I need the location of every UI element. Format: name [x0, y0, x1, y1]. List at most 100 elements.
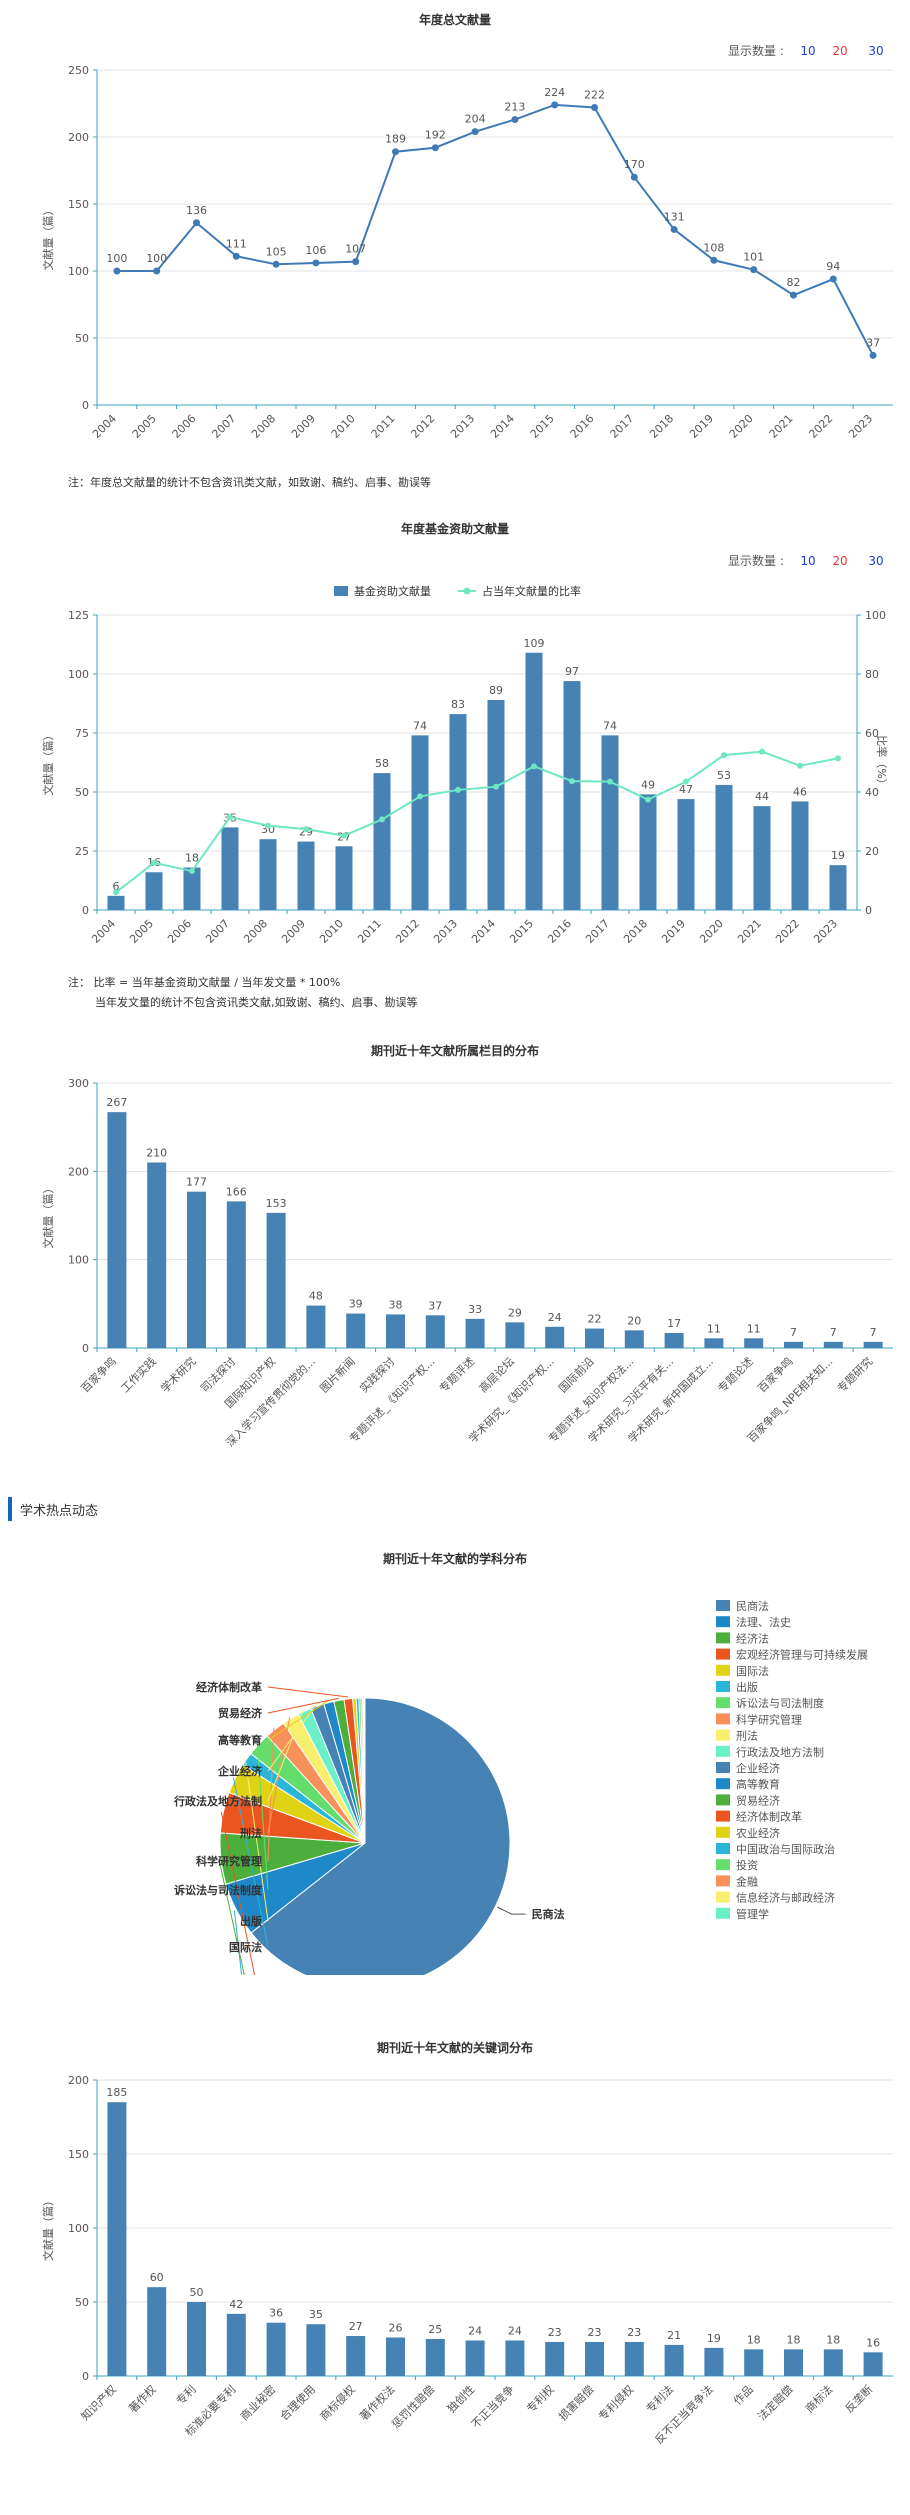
subject-dist-legend-label[interactable]: 出版 — [736, 1680, 758, 1694]
annual-total-display-count-label: 显示数量 : — [728, 43, 784, 58]
annual-total-series-line — [116, 103, 874, 356]
column-dist-bar-label: 29 — [508, 1306, 522, 1319]
funded-y-label: 文献量（篇） — [41, 730, 55, 796]
funded-bar — [525, 652, 543, 910]
funded-x-tick-label: 2005 — [127, 917, 156, 946]
funded-x-tick-label: 2011 — [355, 917, 384, 946]
annual-total-point — [113, 267, 121, 275]
subject-dist-legend-swatch — [716, 1713, 730, 1725]
keyword-dist-bar — [187, 2302, 206, 2376]
annual-total-x-tick-label: 2007 — [209, 412, 238, 441]
funded-display-count-30[interactable]: 30 — [868, 554, 883, 568]
subject-dist-slice-label: 科学研究管理 — [196, 1854, 262, 1868]
keyword-dist-x-tick-label: 不正当竞争 — [468, 2382, 517, 2431]
subject-dist-legend-label[interactable]: 民商法 — [736, 1599, 769, 1613]
column-dist-x-tick-label: 百家争鸣 — [755, 1354, 796, 1395]
subject-dist-legend-label[interactable]: 信息经济与邮政经济 — [736, 1891, 835, 1905]
annual-total-display-count-20[interactable]: 20 — [832, 44, 847, 58]
funded-y2-tick-label: 100 — [865, 609, 886, 622]
column-dist-bar-label: 22 — [588, 1313, 602, 1326]
annual-total-y-tick-label: 150 — [68, 198, 89, 211]
annual-total-point — [790, 291, 797, 299]
keyword-dist-bar — [863, 2352, 883, 2376]
column-dist-x-tick-label: 工作实践 — [118, 1354, 159, 1395]
funded-x-tick-label: 2012 — [393, 917, 422, 946]
keyword-dist-bar — [505, 2340, 525, 2376]
subject-dist-legend-label[interactable]: 企业经济 — [736, 1761, 780, 1775]
funded-bar — [639, 794, 657, 910]
funded-x-tick-label: 2018 — [621, 917, 650, 946]
funded-ratio-point — [379, 816, 385, 823]
subject-dist-legend-label[interactable]: 农业经济 — [736, 1826, 780, 1840]
annual-total-x-tick-label: 2018 — [647, 412, 676, 441]
keyword-dist-bar — [585, 2341, 604, 2376]
annual-total-x-tick-label: 2019 — [687, 412, 716, 441]
funded-ratio-point — [759, 748, 765, 755]
funded-papers-note-line1: 注： 比率 = 当年基金资助文献量 / 当年发文量 * 100% — [68, 976, 341, 989]
annual-total-data-label: 107 — [345, 243, 366, 256]
column-dist-bar-label: 48 — [309, 1290, 323, 1303]
annual-total-x-tick-label: 2016 — [568, 412, 597, 441]
funded-bar — [829, 865, 847, 910]
keyword-dist-x-tick-label: 法定赔偿 — [755, 2382, 796, 2423]
funded-display-count-10[interactable]: 10 — [800, 554, 815, 568]
subject-dist-legend-label[interactable]: 管理学 — [736, 1907, 769, 1921]
subject-dist-legend-label[interactable]: 贸易经济 — [736, 1793, 780, 1807]
keyword-dist-bar-label: 50 — [190, 2286, 204, 2299]
funded-y2-tick-label: 0 — [865, 904, 872, 917]
keyword-dist-bar — [425, 2339, 445, 2376]
subject-dist-legend-swatch — [716, 1664, 730, 1676]
annual-total-data-label: 101 — [743, 251, 764, 264]
column-dist-bar — [545, 1326, 565, 1348]
annual-total-x-tick-label: 2023 — [846, 412, 875, 441]
annual-total-display-count-30[interactable]: 30 — [868, 44, 883, 58]
keyword-dist-bar-label: 24 — [508, 2324, 522, 2337]
subject-dist-legend-label[interactable]: 宏观经济管理与可持续发展 — [736, 1648, 868, 1662]
subject-dist-legend-label[interactable]: 投资 — [736, 1858, 758, 1872]
annual-total-x-tick-label: 2020 — [727, 412, 756, 441]
funded-x-tick-label: 2022 — [773, 917, 802, 946]
column-dist-bar — [744, 1338, 764, 1348]
subject-dist-legend-label[interactable]: 经济法 — [736, 1631, 769, 1645]
subject-dist-legend-label[interactable]: 金融 — [736, 1874, 758, 1888]
funded-title: 年度基金资助文献量 — [401, 521, 509, 536]
subject-dist-legend-label[interactable]: 国际法 — [736, 1664, 769, 1678]
keyword-dist-x-tick-label: 反垄断 — [842, 2382, 875, 2415]
funded-ratio-point — [265, 822, 271, 829]
funded-bar-label: 83 — [451, 698, 465, 711]
annual-total-title: 年度总文献量 — [419, 12, 491, 27]
keyword-dist-y-tick-label: 200 — [68, 2074, 89, 2087]
column-dist-x-tick-label: 实践探讨 — [357, 1354, 398, 1395]
column-dist-x-tick-label: 百家争鸣 — [78, 1354, 119, 1395]
annual-total-data-label: 204 — [465, 113, 486, 126]
subject-dist-legend-swatch — [716, 1616, 730, 1628]
annual-total-data-label: 108 — [703, 241, 724, 254]
subject-dist-legend-label[interactable]: 法理、法史 — [736, 1615, 791, 1629]
annual-total-display-count-10[interactable]: 10 — [800, 44, 815, 58]
funded-ratio-point — [113, 889, 119, 896]
keyword-dist-bar — [386, 2337, 405, 2376]
column-dist-x-tick-label: 国际前沿 — [556, 1354, 597, 1395]
subject-dist-legend-label[interactable]: 刑法 — [736, 1729, 758, 1743]
annual-total-x-tick-label: 2006 — [170, 412, 199, 441]
column-dist-bar — [585, 1328, 604, 1348]
subject-dist-legend-label[interactable]: 行政法及地方法制 — [736, 1745, 824, 1759]
column-dist-bar-label: 39 — [349, 1298, 363, 1311]
subject-dist-legend-label[interactable]: 经济体制改革 — [736, 1810, 802, 1824]
subject-dist-legend-swatch — [716, 1859, 730, 1871]
keyword-dist-x-tick-label: 作品 — [731, 2383, 756, 2408]
subject-dist-legend-label[interactable]: 中国政治与国际政治 — [736, 1842, 835, 1856]
funded-display-count-20[interactable]: 20 — [832, 554, 847, 568]
subject-dist-slice — [250, 1697, 511, 1975]
column-dist-bar-label: 153 — [266, 1197, 287, 1210]
keyword-dist-x-tick-label: 损害赔偿 — [556, 2382, 597, 2423]
keyword-dist-x-tick-label: 著作权法 — [357, 2382, 398, 2423]
keyword-dist-x-tick-label: 专利权 — [524, 2382, 557, 2415]
subject-dist-slice-label: 高等教育 — [218, 1733, 262, 1747]
subject-dist-legend-label[interactable]: 诉讼法与司法制度 — [736, 1696, 824, 1710]
subject-dist-legend-label[interactable]: 科学研究管理 — [736, 1712, 802, 1726]
subject-dist-legend-label[interactable]: 高等教育 — [736, 1777, 780, 1791]
funded-y-tick-label: 0 — [82, 904, 89, 917]
funded-x-tick-label: 2016 — [545, 917, 574, 946]
keyword-dist-x-tick-label: 知识产权 — [78, 2382, 119, 2423]
